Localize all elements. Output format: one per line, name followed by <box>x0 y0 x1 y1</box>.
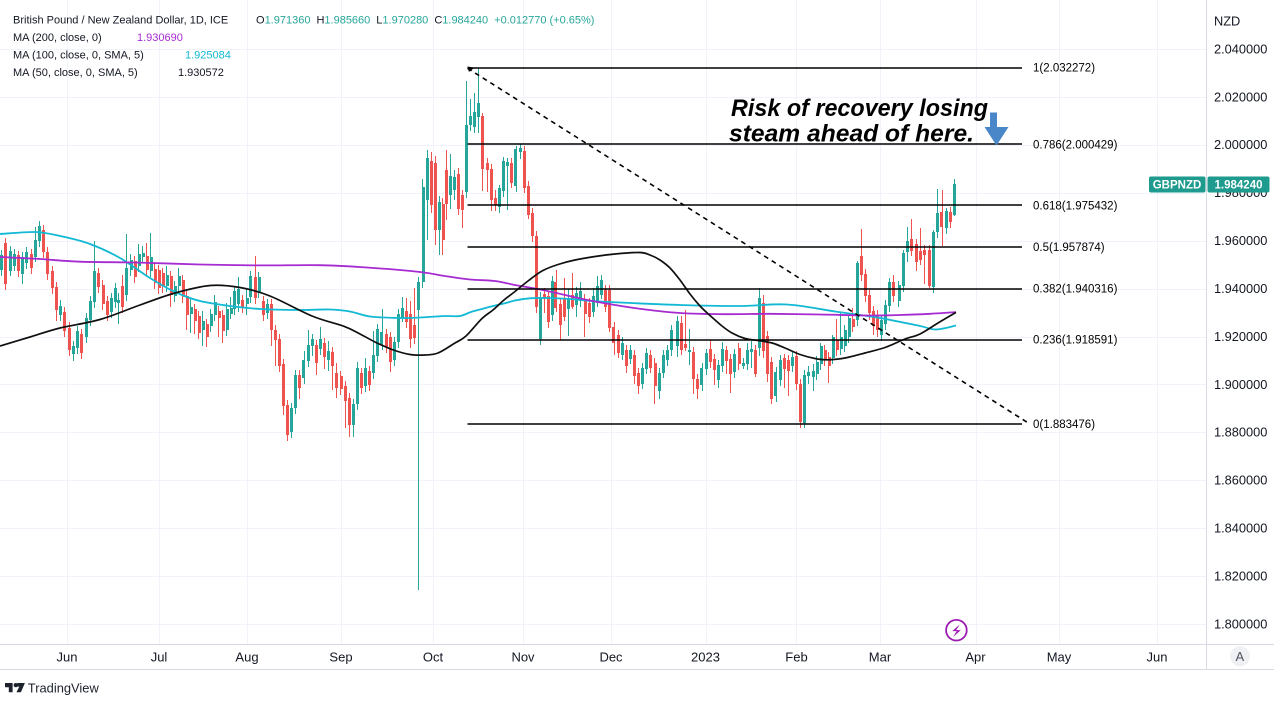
svg-text:1.940000: 1.940000 <box>1214 281 1267 296</box>
svg-text:May: May <box>1047 649 1072 664</box>
svg-text:2023: 2023 <box>691 649 720 664</box>
svg-text:Apr: Apr <box>965 649 986 664</box>
svg-text:British Pound / New Zealand Do: British Pound / New Zealand Dollar, 1D, … <box>13 15 594 27</box>
svg-text:1.960000: 1.960000 <box>1214 233 1267 248</box>
svg-text:1.920000: 1.920000 <box>1214 329 1267 344</box>
svg-text:1.820000: 1.820000 <box>1214 569 1267 584</box>
svg-text:Sep: Sep <box>329 649 352 664</box>
svg-text:GBPNZD: GBPNZD <box>1153 180 1202 192</box>
svg-text:Jun: Jun <box>57 649 78 664</box>
svg-text:steam ahead of here.: steam ahead of here. <box>729 121 974 148</box>
svg-text:0.786(2.000429): 0.786(2.000429) <box>1033 139 1118 151</box>
svg-text:1.840000: 1.840000 <box>1214 521 1267 536</box>
svg-text:2.000000: 2.000000 <box>1214 137 1267 152</box>
svg-text:1.984240: 1.984240 <box>1215 180 1263 192</box>
svg-text:TradingView: TradingView <box>28 680 100 695</box>
svg-text:Jul: Jul <box>151 649 168 664</box>
svg-text:0.5(1.957874): 0.5(1.957874) <box>1033 242 1105 254</box>
svg-text:Risk of recovery losing: Risk of recovery losing <box>731 95 988 122</box>
svg-text:Dec: Dec <box>599 649 623 664</box>
svg-text:2.040000: 2.040000 <box>1214 41 1267 56</box>
svg-text:NZD: NZD <box>1214 14 1240 29</box>
svg-text:A: A <box>1235 649 1244 664</box>
svg-text:MA (50, close, 0, SMA, 5)1.930: MA (50, close, 0, SMA, 5) 1.930572 <box>13 67 224 79</box>
svg-text:Oct: Oct <box>423 649 444 664</box>
svg-text:0.382(1.940316): 0.382(1.940316) <box>1033 284 1118 296</box>
svg-text:1.860000: 1.860000 <box>1214 473 1267 488</box>
svg-text:0.236(1.918591): 0.236(1.918591) <box>1033 335 1118 347</box>
svg-text:MA (100, close, 0, SMA, 5)1.92: MA (100, close, 0, SMA, 5) 1.925084 <box>13 50 231 62</box>
svg-text:1(2.032272): 1(2.032272) <box>1033 63 1095 75</box>
svg-text:Nov: Nov <box>511 649 535 664</box>
svg-text:Feb: Feb <box>785 649 807 664</box>
svg-text:Jun: Jun <box>1147 649 1168 664</box>
svg-text:0.618(1.975432): 0.618(1.975432) <box>1033 200 1118 212</box>
svg-text:1.800000: 1.800000 <box>1214 616 1267 631</box>
svg-text:1.880000: 1.880000 <box>1214 425 1267 440</box>
svg-text:Aug: Aug <box>235 649 258 664</box>
svg-text:0(1.883476): 0(1.883476) <box>1033 419 1095 431</box>
svg-text:1.900000: 1.900000 <box>1214 377 1267 392</box>
svg-text:MA (200, close, 0)1.930690: MA (200, close, 0) 1.930690 <box>13 32 183 44</box>
svg-text:2.020000: 2.020000 <box>1214 89 1267 104</box>
svg-text:Mar: Mar <box>869 649 892 664</box>
